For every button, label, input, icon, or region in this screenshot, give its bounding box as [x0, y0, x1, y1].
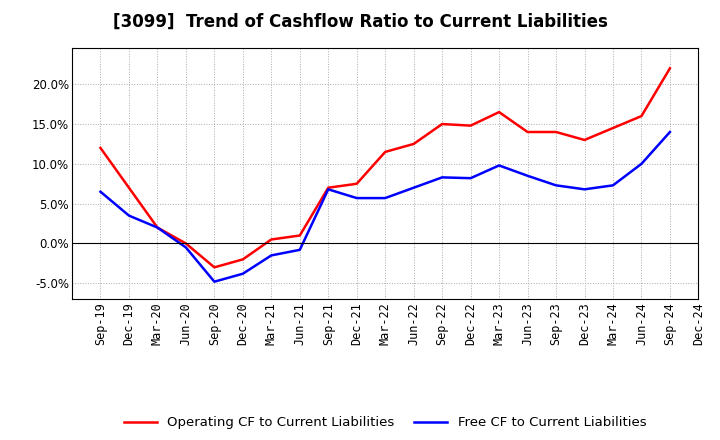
Free CF to Current Liabilities — [125, 213, 133, 218]
Operating CF to Current Liabilities — [410, 141, 418, 147]
Free CF to Current Liabilities — [238, 271, 247, 276]
Operating CF to Current Liabilities — [438, 121, 446, 127]
Free CF to Current Liabilities — [324, 187, 333, 192]
Operating CF to Current Liabilities — [267, 237, 276, 242]
Operating CF to Current Liabilities — [381, 149, 390, 154]
Free CF to Current Liabilities — [552, 183, 560, 188]
Free CF to Current Liabilities — [608, 183, 617, 188]
Operating CF to Current Liabilities — [580, 137, 589, 143]
Free CF to Current Liabilities — [523, 173, 532, 179]
Operating CF to Current Liabilities — [637, 114, 646, 119]
Free CF to Current Liabilities — [267, 253, 276, 258]
Operating CF to Current Liabilities — [181, 241, 190, 246]
Operating CF to Current Liabilities — [523, 129, 532, 135]
Free CF to Current Liabilities — [467, 176, 475, 181]
Free CF to Current Liabilities — [352, 195, 361, 201]
Free CF to Current Liabilities — [181, 245, 190, 250]
Free CF to Current Liabilities — [381, 195, 390, 201]
Operating CF to Current Liabilities — [210, 265, 219, 270]
Free CF to Current Liabilities — [96, 189, 105, 194]
Operating CF to Current Liabilities — [324, 185, 333, 191]
Operating CF to Current Liabilities — [238, 257, 247, 262]
Line: Operating CF to Current Liabilities: Operating CF to Current Liabilities — [101, 68, 670, 268]
Operating CF to Current Liabilities — [352, 181, 361, 187]
Operating CF to Current Liabilities — [467, 123, 475, 128]
Operating CF to Current Liabilities — [295, 233, 304, 238]
Free CF to Current Liabilities — [295, 247, 304, 253]
Operating CF to Current Liabilities — [96, 145, 105, 150]
Legend: Operating CF to Current Liabilities, Free CF to Current Liabilities: Operating CF to Current Liabilities, Fre… — [119, 411, 652, 435]
Operating CF to Current Liabilities — [495, 110, 503, 115]
Text: [3099]  Trend of Cashflow Ratio to Current Liabilities: [3099] Trend of Cashflow Ratio to Curren… — [112, 13, 608, 31]
Operating CF to Current Liabilities — [552, 129, 560, 135]
Free CF to Current Liabilities — [637, 161, 646, 166]
Free CF to Current Liabilities — [580, 187, 589, 192]
Operating CF to Current Liabilities — [125, 185, 133, 191]
Free CF to Current Liabilities — [410, 185, 418, 191]
Operating CF to Current Liabilities — [665, 66, 674, 71]
Operating CF to Current Liabilities — [608, 125, 617, 131]
Free CF to Current Liabilities — [495, 163, 503, 168]
Free CF to Current Liabilities — [153, 225, 162, 230]
Free CF to Current Liabilities — [438, 175, 446, 180]
Free CF to Current Liabilities — [665, 129, 674, 135]
Line: Free CF to Current Liabilities: Free CF to Current Liabilities — [101, 132, 670, 282]
Operating CF to Current Liabilities — [153, 225, 162, 230]
Free CF to Current Liabilities — [210, 279, 219, 284]
